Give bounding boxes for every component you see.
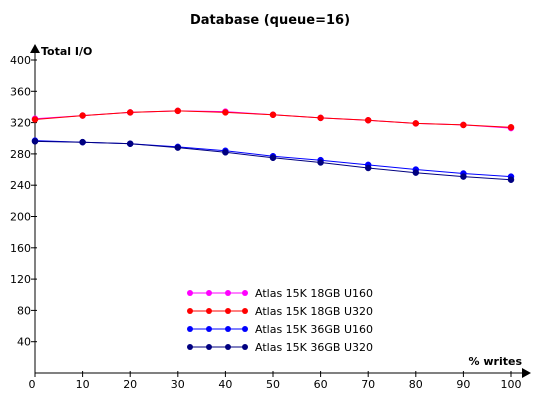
x-tick-label: 30 [171, 378, 185, 391]
series-4-point [364, 164, 372, 172]
legend-label: Atlas 15K 18GB U320 [255, 305, 373, 318]
legend-swatch-marker [242, 344, 248, 350]
legend-swatch-marker [242, 326, 248, 332]
y-tick-label: 280 [10, 148, 31, 161]
legend-swatch-marker [242, 308, 248, 314]
series-4-point [222, 149, 229, 156]
series-2-point [79, 112, 86, 119]
series-2-point [364, 117, 372, 124]
series-4-point [31, 138, 39, 145]
x-tick-label: 0 [29, 378, 36, 391]
x-tick-label: 50 [266, 378, 280, 391]
y-axis-arrow [30, 44, 40, 53]
x-axis-arrow [522, 368, 531, 378]
y-tick-label: 120 [10, 273, 31, 286]
legend-swatch-marker [225, 326, 231, 332]
x-tick-label: 60 [314, 378, 328, 391]
legend-label: Atlas 15K 18GB U160 [255, 287, 373, 300]
y-axis-label: Total I/O [41, 45, 92, 58]
series-4-point [507, 176, 515, 183]
legend-swatch-marker [225, 290, 231, 296]
legend-swatch-marker [187, 326, 193, 332]
legend: Atlas 15K 18GB U160 Atlas 15K 18GB U320 At… [187, 287, 373, 354]
legend-swatch-marker [187, 308, 193, 314]
x-tick-label: 90 [456, 378, 470, 391]
series-2-point [31, 116, 39, 123]
x-tick-label: 10 [76, 378, 90, 391]
legend-label: Atlas 15K 36GB U320 [255, 341, 373, 354]
series-2-point [507, 124, 515, 131]
legend-swatch-marker [206, 344, 212, 350]
y-tick-label: 360 [10, 85, 31, 98]
series-2-point [126, 109, 134, 116]
y-tick-label: 160 [10, 242, 31, 255]
series-4-point [174, 144, 182, 151]
series-4-point [269, 154, 277, 162]
y-tick-label: 320 [10, 117, 31, 130]
legend-swatch-marker [206, 308, 212, 314]
legend-label: Atlas 15K 36GB U160 [255, 323, 373, 336]
y-tick-label: 400 [10, 54, 31, 67]
x-tick-label: 20 [123, 378, 137, 391]
series-4-point [317, 159, 324, 166]
series-2-point [269, 111, 277, 119]
legend-swatch-marker [206, 326, 212, 332]
x-axis-label: % writes [469, 355, 523, 368]
legend-swatch-marker [225, 308, 231, 314]
legend-swatch-marker [187, 344, 193, 350]
series-4-point [126, 140, 134, 147]
y-tick-label: 40 [17, 336, 31, 349]
series-2-point [460, 121, 467, 129]
legend-swatch-marker [242, 290, 248, 296]
series-4-point [412, 169, 420, 176]
legend-swatch-marker [187, 290, 193, 296]
series-4-point [79, 138, 86, 146]
y-tick-label: 80 [17, 304, 31, 317]
y-tick-label: 200 [10, 211, 31, 224]
series-2-point [174, 107, 182, 115]
series-2-point [412, 120, 420, 127]
series-4-point [460, 173, 467, 180]
x-tick-label: 80 [409, 378, 423, 391]
x-tick-label: 40 [218, 378, 232, 391]
series-2-point [317, 114, 324, 122]
series-2-point [222, 109, 229, 116]
legend-swatch-marker [225, 344, 231, 350]
y-tick-label: 240 [10, 179, 31, 192]
chart-title: Database (queue=16) [190, 13, 350, 28]
x-tick-label: 100 [501, 378, 522, 391]
legend-swatch-marker [206, 290, 212, 296]
x-tick-label: 70 [361, 378, 375, 391]
